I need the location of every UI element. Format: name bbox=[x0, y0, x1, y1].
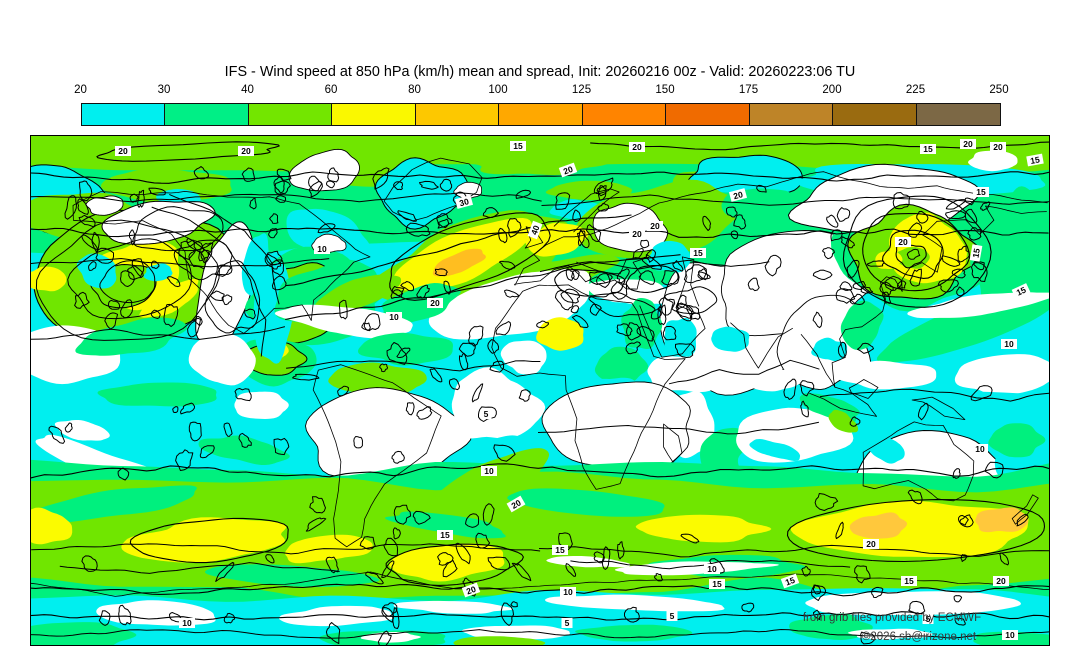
svg-text:15: 15 bbox=[513, 141, 523, 151]
svg-text:15: 15 bbox=[1030, 154, 1041, 166]
svg-text:15: 15 bbox=[712, 579, 722, 589]
svg-text:5: 5 bbox=[670, 611, 675, 621]
svg-text:20: 20 bbox=[465, 584, 478, 597]
svg-text:20: 20 bbox=[996, 576, 1006, 586]
svg-text:20: 20 bbox=[632, 229, 642, 239]
svg-text:10: 10 bbox=[563, 587, 573, 597]
svg-text:15: 15 bbox=[923, 144, 933, 154]
svg-text:40: 40 bbox=[529, 224, 542, 237]
svg-text:15: 15 bbox=[1015, 285, 1028, 298]
svg-text:20: 20 bbox=[632, 142, 642, 152]
svg-text:20: 20 bbox=[963, 139, 973, 149]
svg-text:20: 20 bbox=[650, 221, 660, 231]
svg-text:5: 5 bbox=[565, 618, 570, 628]
svg-text:10: 10 bbox=[317, 244, 327, 254]
svg-text:20: 20 bbox=[509, 497, 522, 511]
svg-text:20: 20 bbox=[732, 189, 744, 201]
svg-text:15: 15 bbox=[904, 576, 914, 586]
svg-text:20: 20 bbox=[993, 142, 1003, 152]
svg-text:20: 20 bbox=[866, 539, 876, 549]
svg-text:10: 10 bbox=[484, 466, 494, 476]
svg-text:15: 15 bbox=[440, 530, 450, 540]
svg-text:15: 15 bbox=[555, 545, 565, 555]
svg-text:5: 5 bbox=[484, 409, 489, 419]
svg-text:10: 10 bbox=[389, 312, 399, 322]
svg-text:15: 15 bbox=[976, 187, 986, 197]
svg-text:10: 10 bbox=[1005, 630, 1015, 640]
svg-text:15: 15 bbox=[970, 247, 982, 258]
svg-text:©2026 sb@irizone.net: ©2026 sb@irizone.net bbox=[862, 631, 977, 643]
svg-text:20: 20 bbox=[241, 146, 251, 156]
svg-text:20: 20 bbox=[430, 298, 440, 308]
svg-text:20: 20 bbox=[898, 237, 908, 247]
svg-text:10: 10 bbox=[707, 564, 717, 574]
svg-text:30: 30 bbox=[458, 196, 470, 208]
svg-text:10: 10 bbox=[975, 444, 985, 454]
svg-text:10: 10 bbox=[182, 618, 192, 628]
svg-text:5: 5 bbox=[926, 614, 931, 624]
svg-text:10: 10 bbox=[1004, 339, 1014, 349]
svg-text:20: 20 bbox=[562, 164, 575, 177]
svg-text:15: 15 bbox=[784, 575, 797, 588]
svg-text:15: 15 bbox=[693, 248, 703, 258]
svg-text:from grib files provided by EC: from grib files provided by ECMWF bbox=[803, 612, 981, 624]
svg-text:20: 20 bbox=[118, 146, 128, 156]
